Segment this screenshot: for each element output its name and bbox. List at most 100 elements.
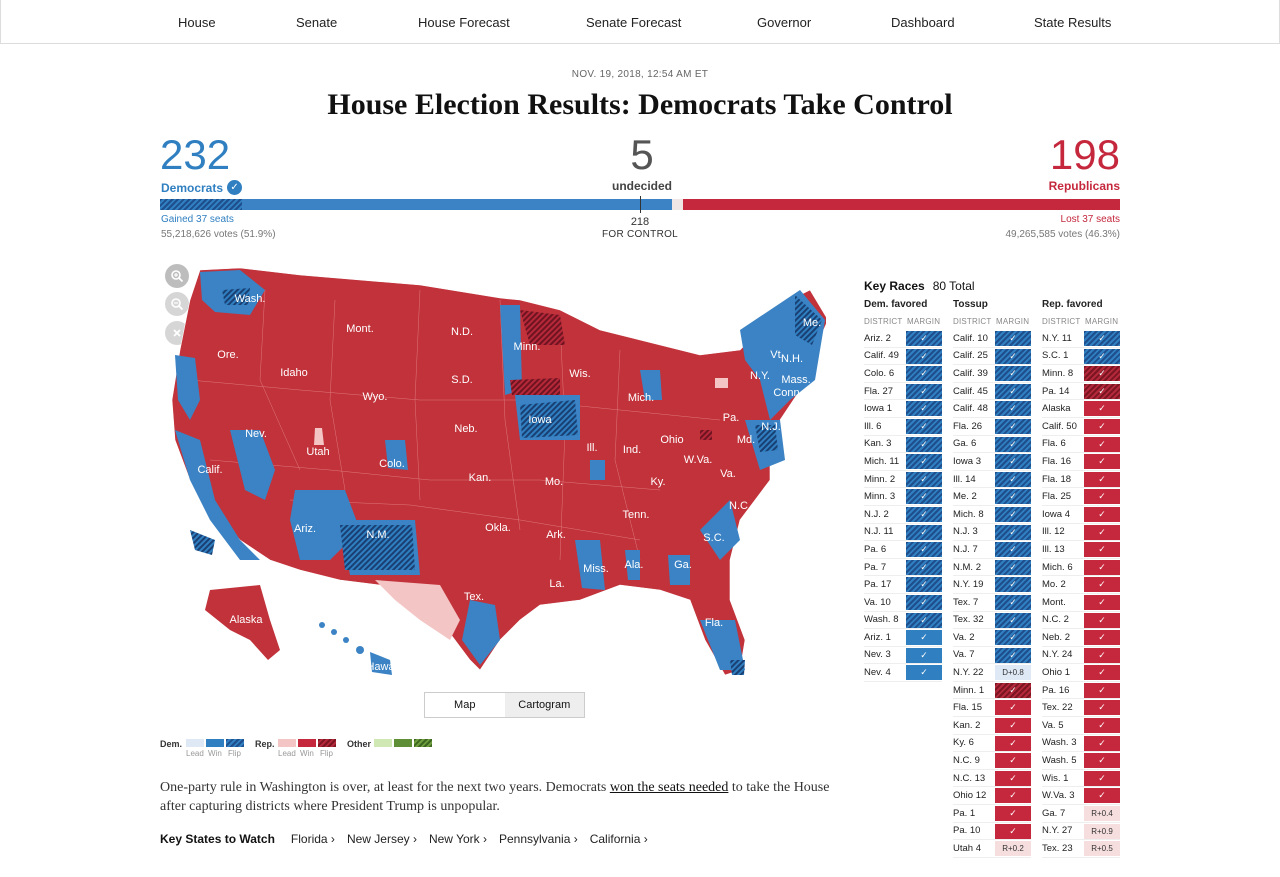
race-row[interactable]: N.Y. 19 ✓ [953, 576, 1031, 594]
key-state-new-york[interactable]: New York › [428, 832, 487, 846]
race-row[interactable]: N.Y. 22 D+0.8 [953, 664, 1031, 682]
race-row[interactable]: N.J. 3 ✓ [953, 524, 1031, 542]
race-row[interactable]: Ill. 13 ✓ [1042, 541, 1120, 559]
race-row[interactable]: N.Y. 24 ✓ [1042, 647, 1120, 665]
race-row[interactable]: Ky. 6 ✓ [953, 735, 1031, 753]
race-row[interactable]: Wash. 8 ✓ [864, 612, 942, 630]
key-state-florida[interactable]: Florida › [290, 832, 335, 846]
race-row[interactable]: Calif. 10 ✓ [953, 330, 1031, 348]
race-row[interactable]: Kan. 2 ✓ [953, 717, 1031, 735]
race-margin: ✓ [995, 366, 1031, 382]
race-row[interactable]: Fla. 26 ✓ [953, 418, 1031, 436]
race-row[interactable]: Ga. 7 R+0.4 [1042, 805, 1120, 823]
race-row[interactable]: Va. 2 ✓ [953, 629, 1031, 647]
toggle-cartogram[interactable]: Cartogram [504, 693, 584, 717]
race-row[interactable]: Fla. 18 ✓ [1042, 471, 1120, 489]
race-row[interactable]: N.Y. 11 ✓ [1042, 330, 1120, 348]
race-row[interactable]: Pa. 1 ✓ [953, 805, 1031, 823]
race-row[interactable]: Utah 4 R+0.2 [953, 840, 1031, 858]
race-row[interactable]: Colo. 6 ✓ [864, 365, 942, 383]
nav-senate[interactable]: Senate [296, 15, 338, 30]
race-row[interactable]: Pa. 14 ✓ [1042, 383, 1120, 401]
map-label-ill: Ill. [587, 442, 598, 454]
race-row[interactable]: N.J. 2 ✓ [864, 506, 942, 524]
race-row[interactable]: Mont. ✓ [1042, 594, 1120, 612]
race-row[interactable]: Tex. 23 R+0.5 [1042, 840, 1120, 858]
key-state-pennsylvania[interactable]: Pennsylvania › [498, 832, 578, 846]
race-row[interactable]: Minn. 8 ✓ [1042, 365, 1120, 383]
race-row[interactable]: Nev. 4 ✓ [864, 664, 942, 682]
race-row[interactable]: Iowa 1 ✓ [864, 400, 942, 418]
race-row[interactable]: Fla. 15 ✓ [953, 699, 1031, 718]
race-row[interactable]: Mich. 8 ✓ [953, 506, 1031, 524]
race-row[interactable]: Minn. 3 ✓ [864, 488, 942, 506]
race-row[interactable]: Alaska ✓ [1042, 400, 1120, 418]
race-row[interactable]: Calif. 39 ✓ [953, 365, 1031, 383]
race-row[interactable]: Nev. 3 ✓ [864, 647, 942, 665]
race-row[interactable]: S.C. 1 ✓ [1042, 348, 1120, 366]
race-row[interactable]: Mich. 6 ✓ [1042, 559, 1120, 577]
race-row[interactable]: N.C. 13 ✓ [953, 770, 1031, 788]
race-row[interactable]: Iowa 4 ✓ [1042, 506, 1120, 524]
race-row[interactable]: Tex. 32 ✓ [953, 612, 1031, 630]
race-row[interactable]: Va. 10 ✓ [864, 594, 942, 612]
race-row[interactable]: Calif. 25 ✓ [953, 348, 1031, 366]
nav-house[interactable]: House [178, 15, 216, 30]
race-row[interactable]: N.C. 2 ✓ [1042, 612, 1120, 630]
race-row[interactable]: Calif. 48 ✓ [953, 400, 1031, 418]
race-row[interactable]: Va. 5 ✓ [1042, 717, 1120, 735]
race-row[interactable]: Calif. 50 ✓ [1042, 418, 1120, 436]
race-row[interactable]: N.J. 11 ✓ [864, 524, 942, 542]
zoom-out-icon[interactable] [165, 292, 189, 316]
zoom-in-icon[interactable] [165, 264, 189, 288]
race-row[interactable]: Wash. 3 ✓ [1042, 735, 1120, 753]
race-row[interactable]: Calif. 49 ✓ [864, 348, 942, 366]
race-row[interactable]: N.M. 2 ✓ [953, 559, 1031, 577]
race-row[interactable]: Me. 2 ✓ [953, 488, 1031, 506]
race-row[interactable]: W.Va. 3 ✓ [1042, 787, 1120, 806]
race-row[interactable]: Fla. 27 ✓ [864, 383, 942, 401]
race-row[interactable]: Fla. 25 ✓ [1042, 488, 1120, 506]
race-row[interactable]: Ariz. 1 ✓ [864, 629, 942, 647]
race-row[interactable]: Pa. 6 ✓ [864, 541, 942, 559]
race-row[interactable]: Ohio 1 ✓ [1042, 664, 1120, 682]
race-row[interactable]: N.C. 9 ✓ [953, 752, 1031, 770]
race-row[interactable]: Calif. 45 ✓ [953, 383, 1031, 401]
race-row[interactable]: Kan. 3 ✓ [864, 436, 942, 454]
race-row[interactable]: Fla. 16 ✓ [1042, 453, 1120, 471]
nav-dashboard[interactable]: Dashboard [891, 15, 955, 30]
nav-senate-forecast[interactable]: Senate Forecast [586, 15, 682, 30]
race-row[interactable]: Mo. 2 ✓ [1042, 576, 1120, 594]
race-row[interactable]: Minn. 2 ✓ [864, 471, 942, 489]
race-row[interactable]: Wash. 5 ✓ [1042, 752, 1120, 770]
race-row[interactable]: N.Y. 27 R+0.9 [1042, 823, 1120, 841]
race-row[interactable]: Ill. 6 ✓ [864, 418, 942, 436]
race-row[interactable]: Ohio 12 ✓ [953, 787, 1031, 806]
race-row[interactable]: Wis. 1 ✓ [1042, 770, 1120, 788]
us-house-map[interactable]: Wash. Ore. Calif. Nev. Idaho Mont. Wyo. … [166, 262, 826, 690]
nav-state-results[interactable]: State Results [1034, 15, 1112, 30]
key-state-california[interactable]: California › [589, 832, 648, 846]
race-row[interactable]: Iowa 3 ✓ [953, 453, 1031, 471]
race-row[interactable]: Pa. 7 ✓ [864, 559, 942, 577]
race-row[interactable]: Neb. 2 ✓ [1042, 629, 1120, 647]
race-row[interactable]: Tex. 22 ✓ [1042, 699, 1120, 718]
race-row[interactable]: Pa. 10 ✓ [953, 823, 1031, 841]
race-row[interactable]: Pa. 17 ✓ [864, 576, 942, 594]
race-row[interactable]: Ga. 6 ✓ [953, 436, 1031, 454]
race-row[interactable]: Tex. 7 ✓ [953, 594, 1031, 612]
nav-governor[interactable]: Governor [757, 15, 812, 30]
race-row[interactable]: Ill. 14 ✓ [953, 471, 1031, 489]
race-row[interactable]: Fla. 6 ✓ [1042, 436, 1120, 454]
toggle-map[interactable]: Map [425, 693, 505, 717]
race-row[interactable]: Ariz. 2 ✓ [864, 330, 942, 348]
race-row[interactable]: N.J. 7 ✓ [953, 541, 1031, 559]
race-row[interactable]: Ill. 12 ✓ [1042, 524, 1120, 542]
seats-needed-link[interactable]: won the seats needed [609, 780, 729, 795]
nav-house-forecast[interactable]: House Forecast [418, 15, 510, 30]
race-row[interactable]: Va. 7 ✓ [953, 647, 1031, 665]
key-state-new-jersey[interactable]: New Jersey › [346, 832, 417, 846]
race-row[interactable]: Pa. 16 ✓ [1042, 682, 1120, 700]
race-row[interactable]: Minn. 1 ✓ [953, 682, 1031, 700]
race-row[interactable]: Mich. 11 ✓ [864, 453, 942, 471]
